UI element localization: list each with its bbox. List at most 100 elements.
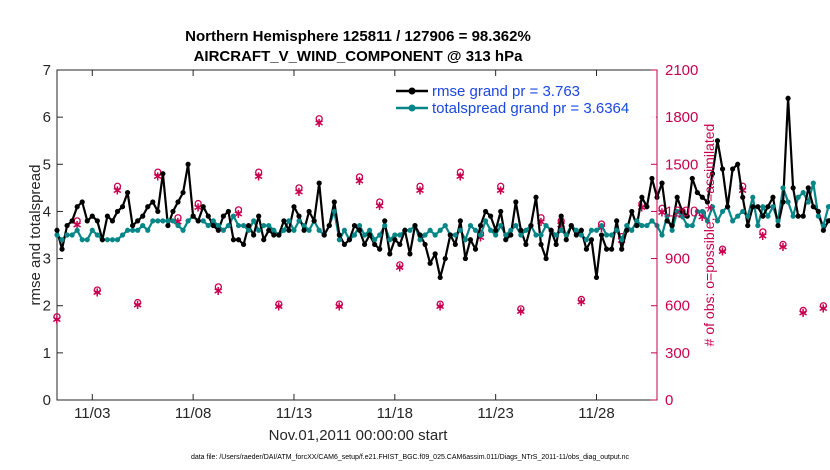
rmse-point <box>593 274 600 281</box>
y-axis-label: rmse and totalspread <box>27 165 44 306</box>
rmse-point <box>568 222 574 229</box>
rmse-point <box>528 222 534 229</box>
obs-possible-marker <box>799 306 807 315</box>
rmse-point <box>377 246 383 252</box>
legend-spread-label: totalspread grand pr = 3.6364 <box>432 100 629 117</box>
rmse-point <box>775 222 781 229</box>
rmse-point <box>523 241 529 248</box>
spread-point <box>417 237 423 243</box>
spread-point <box>513 222 519 229</box>
y-tick-label: 4 <box>43 203 51 220</box>
obs-possible-marker <box>376 198 384 206</box>
spread-point <box>185 218 191 224</box>
rmse-point <box>513 199 519 205</box>
spread-point <box>578 232 584 238</box>
spread-point <box>286 218 292 224</box>
spread-point <box>341 227 347 233</box>
obs-possible-marker <box>718 245 727 253</box>
spread-point <box>130 227 136 233</box>
spread-point <box>452 232 458 238</box>
rmse-point <box>644 204 650 210</box>
y-tick-label: 7 <box>43 62 51 79</box>
rmse-point <box>467 237 474 243</box>
rmse-point <box>316 180 322 186</box>
obs-possible-marker <box>93 286 101 294</box>
spread-point <box>810 180 816 186</box>
obs-assimilated-marker: ∗ <box>152 169 163 184</box>
spread-point <box>649 218 655 224</box>
x-tick-label: 11/23 <box>477 405 513 422</box>
obs-count-markers: ∗∗∗∗∗∗∗∗∗∗∗∗∗∗∗∗∗∗∗∗∗∗∗∗∗∗∗∗∗∗∗∗∗∗∗∗∗∗∗∗… <box>52 115 829 327</box>
rmse-point <box>286 227 292 233</box>
rmse-point <box>699 194 705 200</box>
rmse-point <box>770 194 776 200</box>
obs-assimilated-marker: ∗ <box>132 298 143 313</box>
obs-assimilated-marker: ∗ <box>294 185 305 200</box>
rmse-point <box>150 199 156 205</box>
rmse-point <box>301 227 307 233</box>
spread-point <box>508 227 514 233</box>
rmse-point <box>714 138 721 144</box>
rmse-point <box>251 232 257 238</box>
spread-point <box>225 222 232 229</box>
rmse-point <box>382 218 388 224</box>
y-axis-right-label: # of obs: o=possible; ∗=assimilated <box>701 124 717 347</box>
obs-possible-marker <box>275 300 283 308</box>
obs-possible-marker <box>53 313 61 321</box>
spread-point <box>583 237 590 243</box>
rmse-point <box>563 237 569 243</box>
obs-assimilated-marker: ∗ <box>757 229 768 244</box>
spread-point <box>165 218 171 224</box>
obs-possible-marker <box>819 302 828 310</box>
rmse-point <box>210 222 216 229</box>
y-tick-label: 5 <box>43 156 51 173</box>
rmse-point <box>54 227 60 233</box>
rmse-point <box>175 199 181 205</box>
spread-point <box>553 232 559 238</box>
rmse-point <box>765 204 771 210</box>
rmse-point <box>261 237 267 243</box>
spread-point <box>609 232 615 238</box>
spread-point <box>598 222 605 229</box>
obs-assimilated-marker: ∗ <box>394 260 405 275</box>
legend-spread-marker <box>408 104 416 112</box>
rmse-point <box>306 208 312 215</box>
rmse-point <box>498 208 504 215</box>
y-right-tick-label: 300 <box>665 345 690 362</box>
obs-assimilated-marker: ∗ <box>435 300 446 315</box>
spread-point <box>694 208 700 215</box>
obs-possible-marker <box>517 305 525 313</box>
spread-point <box>104 237 111 243</box>
obs-possible-marker <box>456 168 465 176</box>
rmse-point <box>518 227 524 233</box>
x-tick-label: 11/08 <box>175 405 211 422</box>
data-file-footnote: data file: /Users/raeder/DAI/ATM_forcXX/… <box>191 454 630 461</box>
rmse-point <box>805 185 811 191</box>
legend-rmse-label: rmse grand pr = 3.763 <box>432 83 580 100</box>
rmse-point <box>341 241 347 248</box>
rmse-point <box>402 227 408 233</box>
spread-point <box>160 218 166 224</box>
rmse-point <box>397 241 403 248</box>
spread-point <box>543 222 549 229</box>
spread-point <box>503 232 509 238</box>
spread-point <box>367 227 373 233</box>
spread-point <box>740 208 746 215</box>
spread-point <box>377 232 383 238</box>
legend-rmse-marker <box>408 87 416 95</box>
obs-assimilated-marker: ∗ <box>354 174 365 189</box>
y-right-tick-label: 2100 <box>665 62 698 79</box>
spread-point <box>331 208 337 215</box>
spread-point <box>382 222 388 229</box>
rmse-point <box>392 237 398 243</box>
obs-possible-marker <box>759 228 767 236</box>
rmse-point <box>417 232 423 238</box>
obs-assimilated-marker: ∗ <box>334 300 345 315</box>
spread-point <box>800 189 806 196</box>
y-tick-label: 1 <box>43 345 51 362</box>
spread-point <box>498 222 504 229</box>
rmse-point <box>240 241 247 248</box>
spread-point <box>659 232 665 238</box>
rmse-point <box>735 161 741 167</box>
spread-point <box>755 222 761 229</box>
